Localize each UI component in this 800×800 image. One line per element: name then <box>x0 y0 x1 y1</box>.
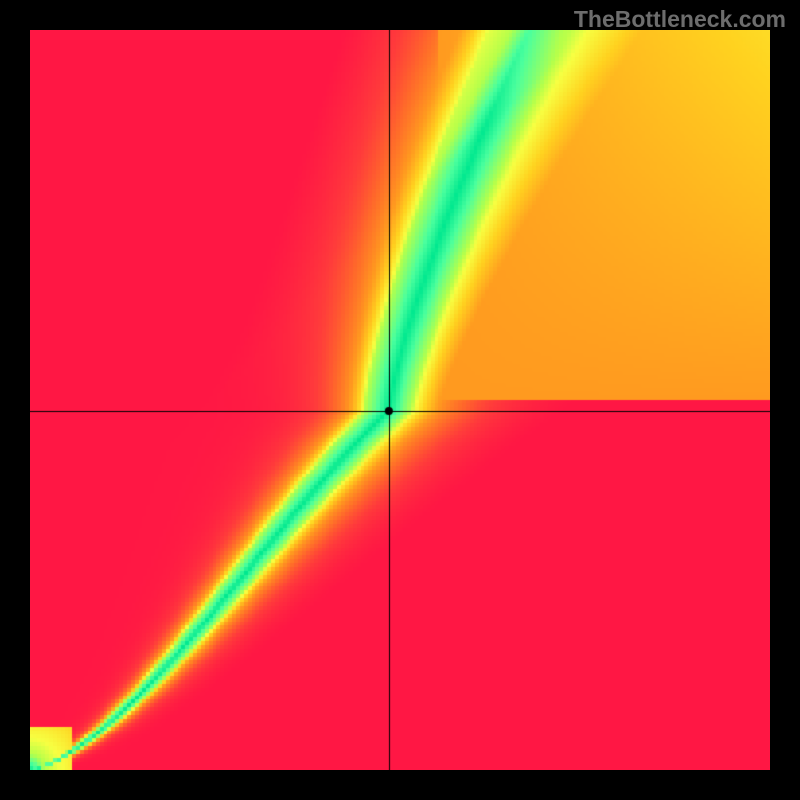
chart-container: TheBottleneck.com <box>0 0 800 800</box>
watermark-text: TheBottleneck.com <box>574 6 786 33</box>
bottleneck-heatmap <box>30 30 770 770</box>
